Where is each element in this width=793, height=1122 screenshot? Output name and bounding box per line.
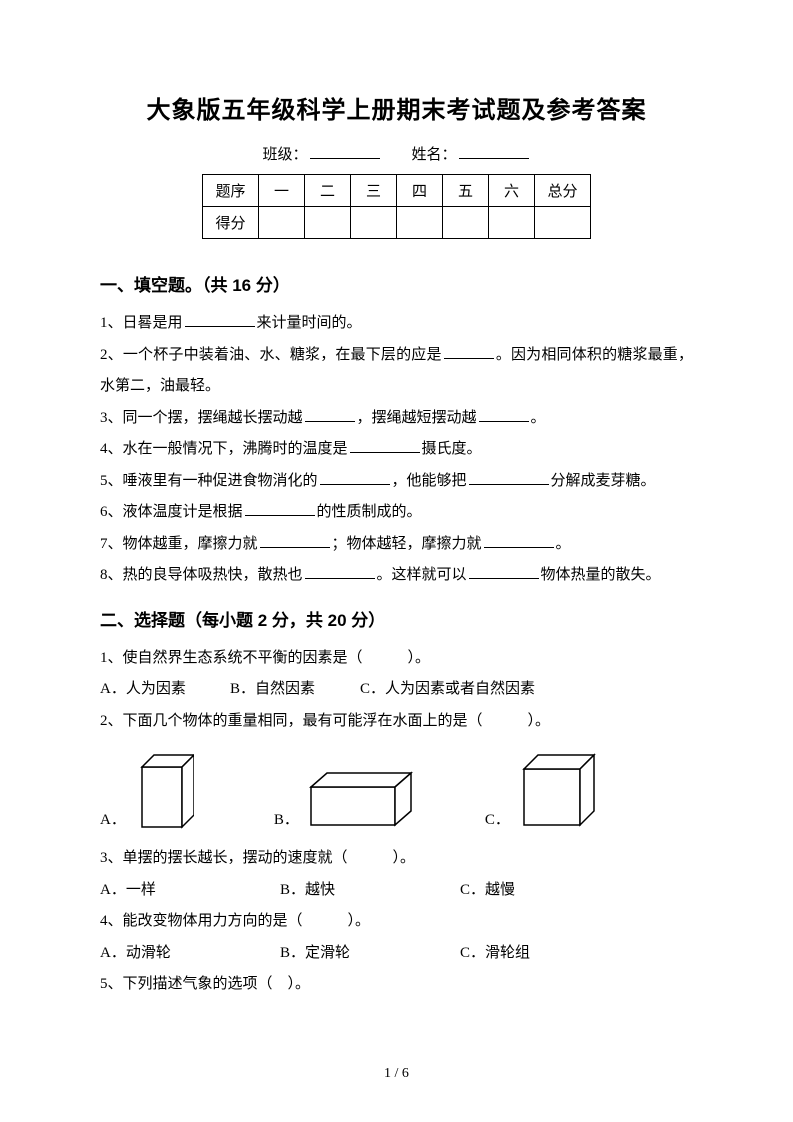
- fill-q6: 6、液体温度计是根据 的性质制成的。: [100, 497, 693, 529]
- opt-a: A．人为因素: [100, 674, 230, 706]
- text: 的性质制成的。: [317, 504, 422, 520]
- choice-q1: 1、使自然界生态系统不平衡的因素是（ ）。: [100, 643, 693, 675]
- text: 分解成麦芽糖。: [551, 473, 656, 489]
- answer-blank: [260, 533, 330, 548]
- opt-b: B．自然因素: [230, 674, 360, 706]
- box-flat-icon: [305, 767, 415, 829]
- name-blank: [459, 144, 529, 159]
- answer-blank: [350, 438, 420, 453]
- page-title: 大象版五年级科学上册期末考试题及参考答案: [100, 90, 693, 125]
- answer-blank: [469, 564, 539, 579]
- score-cell: [443, 207, 489, 239]
- answer-blank: [320, 470, 390, 485]
- answer-blank: [469, 470, 549, 485]
- class-label: 班级：: [262, 147, 307, 163]
- section-1-heading: 一、填空题。（共 16 分）: [100, 271, 693, 296]
- score-table: 题序 一 二 三 四 五 六 总分 得分: [202, 174, 591, 239]
- opt-c-wrap: C．: [485, 749, 596, 829]
- answer-blank: [484, 533, 554, 548]
- text: ，摆绳越短摆动越: [357, 410, 477, 426]
- choice-q3: 3、单摆的摆长越长，摆动的速度就（ ）。: [100, 843, 693, 875]
- choice-q5: 5、下列描述气象的选项（ ）。: [100, 969, 693, 1001]
- score-header-cell: 六: [489, 175, 535, 207]
- opt-b-label: B．: [274, 808, 299, 829]
- text: 物体热量的散失。: [541, 567, 661, 583]
- opt-a-wrap: A．: [100, 747, 194, 829]
- text: 6、液体温度计是根据: [100, 504, 243, 520]
- answer-blank: [185, 312, 255, 327]
- score-cell: [397, 207, 443, 239]
- fill-q5: 5、唾液里有一种促进食物消化的 ，他能够把 分解成麦芽糖。: [100, 466, 693, 498]
- opt-c: C．滑轮组: [460, 938, 530, 970]
- class-blank: [310, 144, 380, 159]
- text: 4、水在一般情况下，沸腾时的温度是: [100, 441, 348, 457]
- text: 2、一个杯子中装着油、水、糖浆，在最下层的应是: [100, 347, 442, 363]
- text: ；物体越轻，摩擦力就: [332, 536, 482, 552]
- opt-b: B．定滑轮: [280, 938, 460, 970]
- text: 摄氏度。: [422, 441, 482, 457]
- score-header-cell: 三: [351, 175, 397, 207]
- text: 5、唾液里有一种促进食物消化的: [100, 473, 318, 489]
- opt-a: A．动滑轮: [100, 938, 280, 970]
- fill-q1: 1、日晷是用 来计量时间的。: [100, 308, 693, 340]
- score-header-cell: 总分: [535, 175, 591, 207]
- score-value-row: 得分: [203, 207, 591, 239]
- fill-q7: 7、物体越重，摩擦力就 ；物体越轻，摩擦力就 。: [100, 529, 693, 561]
- student-info-line: 班级： 姓名：: [100, 143, 693, 164]
- fill-q8: 8、热的良导体吸热快，散热也 。这样就可以 物体热量的散失。: [100, 560, 693, 592]
- score-cell: [305, 207, 351, 239]
- answer-blank: [305, 564, 375, 579]
- score-cell: [351, 207, 397, 239]
- text: 8、热的良导体吸热快，散热也: [100, 567, 303, 583]
- score-header-cell: 五: [443, 175, 489, 207]
- score-header-row: 题序 一 二 三 四 五 六 总分: [203, 175, 591, 207]
- text: ，他能够把: [392, 473, 467, 489]
- choice-q2-options: A． B． C．: [100, 747, 693, 829]
- choice-q4-options: A．动滑轮 B．定滑轮 C．滑轮组: [100, 938, 693, 970]
- opt-b: B．越快: [280, 875, 460, 907]
- exam-page: 大象版五年级科学上册期末考试题及参考答案 班级： 姓名： 题序 一 二 三 四 …: [0, 0, 793, 1122]
- text: 。: [531, 410, 546, 426]
- score-cell: [259, 207, 305, 239]
- text: 。这样就可以: [377, 567, 467, 583]
- answer-blank: [305, 407, 355, 422]
- score-header-cell: 一: [259, 175, 305, 207]
- fill-q3: 3、同一个摆，摆绳越长摆动越 ，摆绳越短摆动越 。: [100, 403, 693, 435]
- box-tall-icon: [132, 747, 194, 829]
- choice-q4: 4、能改变物体用力方向的是（ ）。: [100, 906, 693, 938]
- score-cell: [535, 207, 591, 239]
- answer-blank: [245, 501, 315, 516]
- answer-blank: [479, 407, 529, 422]
- opt-b-wrap: B．: [274, 767, 415, 829]
- text: 。: [556, 536, 571, 552]
- text: 3、同一个摆，摆绳越长摆动越: [100, 410, 303, 426]
- choice-q1-options: A．人为因素 B．自然因素 C．人为因素或者自然因素: [100, 674, 693, 706]
- opt-c-label: C．: [485, 808, 510, 829]
- fill-q4: 4、水在一般情况下，沸腾时的温度是 摄氏度。: [100, 434, 693, 466]
- opt-a: A．一样: [100, 875, 280, 907]
- opt-a-label: A．: [100, 808, 126, 829]
- score-header-cell: 四: [397, 175, 443, 207]
- score-row-label: 得分: [203, 207, 259, 239]
- fill-q2: 2、一个杯子中装着油、水、糖浆，在最下层的应是。因为相同体积的糖浆最重，水第二，…: [100, 340, 693, 403]
- page-number: 1 / 6: [0, 1066, 793, 1082]
- opt-c: C．人为因素或者自然因素: [360, 674, 535, 706]
- box-cube-icon: [516, 749, 596, 829]
- choice-q3-options: A．一样 B．越快 C．越慢: [100, 875, 693, 907]
- text: 7、物体越重，摩擦力就: [100, 536, 258, 552]
- opt-c: C．越慢: [460, 875, 515, 907]
- text: 1、日晷是用: [100, 315, 183, 331]
- text: 来计量时间的。: [257, 315, 362, 331]
- section-2-heading: 二、选择题（每小题 2 分，共 20 分）: [100, 606, 693, 631]
- choice-q2: 2、下面几个物体的重量相同，最有可能浮在水面上的是（ ）。: [100, 706, 693, 738]
- score-header-cell: 二: [305, 175, 351, 207]
- answer-blank: [444, 344, 494, 359]
- score-cell: [489, 207, 535, 239]
- score-header-cell: 题序: [203, 175, 259, 207]
- name-label: 姓名：: [412, 147, 457, 163]
